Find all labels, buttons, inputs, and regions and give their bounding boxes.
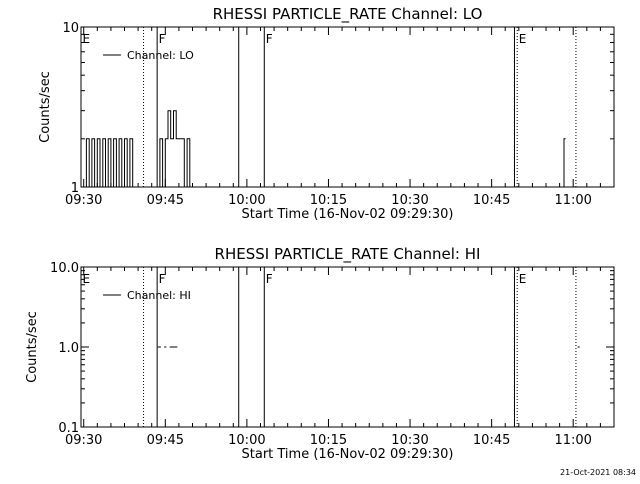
x-axis-label: Start Time (16-Nov-02 09:29:30) <box>242 207 454 222</box>
x-tick-label: 09:45 <box>147 193 184 208</box>
y-tick-label: 10 <box>62 21 79 36</box>
y-tick-label: 1.0 <box>58 341 79 356</box>
x-tick-label: 10:00 <box>228 193 265 208</box>
chart-title: RHESSI PARTICLE_RATE Channel: LO <box>213 5 483 24</box>
event-marker-label: F <box>266 272 273 286</box>
footer-timestamp: 21-Oct-2021 08:34 <box>560 468 636 477</box>
x-tick-label: 10:45 <box>473 433 510 448</box>
series-line <box>83 110 566 188</box>
y-axis-label: Counts/sec <box>38 71 53 143</box>
legend-label: Channel: HI <box>127 289 191 302</box>
x-tick-label: 11:00 <box>554 193 591 208</box>
event-marker-label: F <box>159 272 166 286</box>
legend-label: Channel: LO <box>127 49 194 62</box>
chart-panel-1: RHESSI PARTICLE_RATE Channel: LO E F F E 09:3… <box>38 5 615 222</box>
x-tick-label: 10:00 <box>228 433 265 448</box>
event-marker-label: F <box>159 32 166 46</box>
y-tick-label: 1 <box>71 181 79 196</box>
x-tick-label: 10:15 <box>310 433 347 448</box>
x-tick-label: 09:45 <box>147 433 184 448</box>
y-tick-label: 10.0 <box>50 261 79 276</box>
event-marker-label: E <box>83 272 91 286</box>
y-axis-label: Counts/sec <box>25 311 40 383</box>
plot-frame <box>80 26 615 188</box>
x-tick-label: 10:45 <box>473 193 510 208</box>
event-marker-label: E <box>519 272 527 286</box>
x-tick-label: 09:30 <box>65 193 102 208</box>
x-tick-label: 09:30 <box>65 433 102 448</box>
y-tick-label: 0.1 <box>58 421 79 436</box>
x-tick-label: 10:30 <box>391 433 428 448</box>
x-axis-label: Start Time (16-Nov-02 09:29:30) <box>242 447 454 462</box>
event-marker-label: E <box>519 32 527 46</box>
x-tick-label: 11:00 <box>554 433 591 448</box>
event-marker-label: F <box>266 32 273 46</box>
x-tick-label: 10:30 <box>391 193 428 208</box>
chart-title: RHESSI PARTICLE_RATE Channel: HI <box>215 245 481 264</box>
chart-panel-2: RHESSI PARTICLE_RATE Channel: HI E F F E 09:3… <box>25 245 615 462</box>
x-tick-label: 10:15 <box>310 193 347 208</box>
event-marker-label: E <box>83 32 91 46</box>
